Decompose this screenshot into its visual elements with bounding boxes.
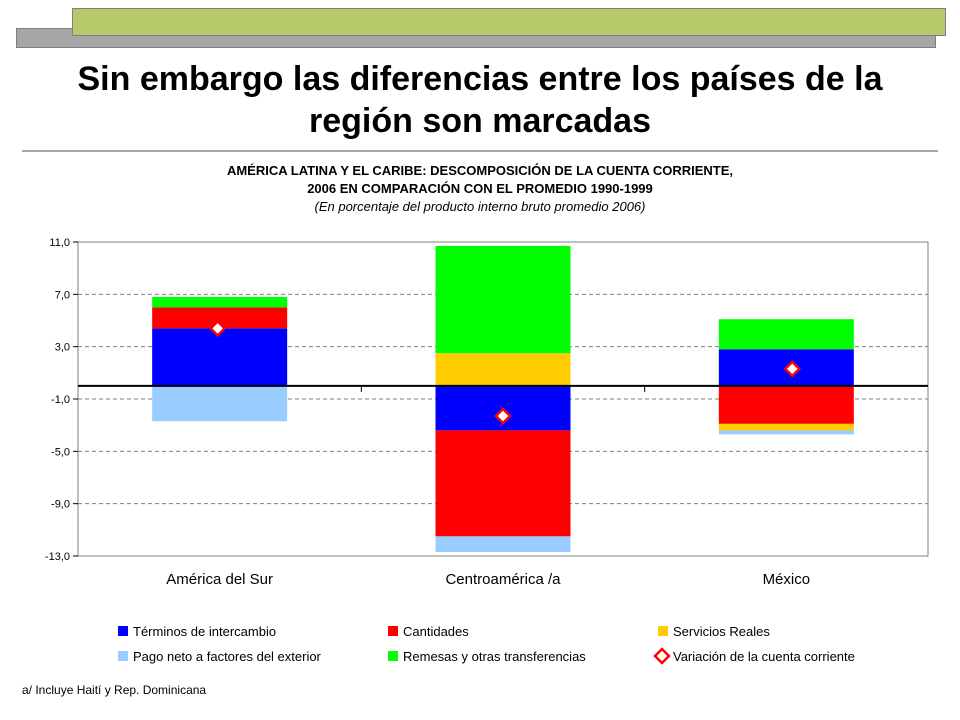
y-tick-label: 3,0 [55,342,70,354]
y-tick-label: -13,0 [45,551,70,563]
legend-swatch [658,626,668,636]
x-category-label: América del Sur [166,571,273,588]
bar-segment [152,328,288,386]
y-tick-label: -5,0 [51,446,70,458]
bar-segment [718,430,854,435]
legend-swatch [118,626,128,636]
bar-segment [435,536,571,553]
bar-segment [152,296,288,308]
chart-header: AMÉRICA LATINA Y EL CARIBE: DESCOMPOSICI… [40,162,920,216]
legend-label: Términos de intercambio [133,624,276,639]
legend-label: Pago neto a factores del exterior [133,649,322,664]
legend-swatch [118,651,128,661]
legend-swatch [388,651,398,661]
legend-marker-swatch [653,647,671,665]
bar-segment [718,385,854,424]
legend-label: Remesas y otras transferencias [403,649,586,664]
bar-segment [152,385,288,422]
bar-segment [718,319,854,350]
current-account-marker [783,360,802,378]
y-tick-label: -9,0 [51,499,70,511]
y-tick-label: 11,0 [49,237,70,249]
bar-segment [435,430,571,537]
slide-title: Sin embargo las diferencias entre los pa… [20,58,940,142]
y-tick-label: -1,0 [51,394,70,406]
legend-swatch [388,626,398,636]
current-account-marker [208,319,227,338]
chart-subtitle: (En porcentaje del producto interno brut… [314,199,646,214]
x-category-label: México [763,571,811,588]
y-tick-label: 7,0 [55,289,70,301]
legend-label: Cantidades [403,624,469,639]
bar-segment [435,245,571,354]
current-account-marker [494,407,512,425]
legend-label: Variación de la cuenta corriente [673,649,855,664]
footnote: a/ Incluye Haití y Rep. Dominicana [22,683,207,697]
title-divider [22,150,938,152]
header-decoration-green-bar [72,8,946,36]
bar-segment [718,423,854,431]
bar-segment [435,353,571,386]
bar-segment [152,307,288,329]
legend-label: Servicios Reales [673,624,770,639]
slide-title-line-2: región son marcadas [308,102,651,140]
chart-title-line-1: AMÉRICA LATINA Y EL CARIBE: DESCOMPOSICI… [226,163,734,178]
slide-title-line-1: Sin embargo las diferencias entre los pa… [77,60,883,98]
chart-title-line-2: 2006 EN COMPARACIÓN CON EL PROMEDIO 1990… [307,181,653,196]
x-category-label: Centroamérica /a [445,571,561,588]
